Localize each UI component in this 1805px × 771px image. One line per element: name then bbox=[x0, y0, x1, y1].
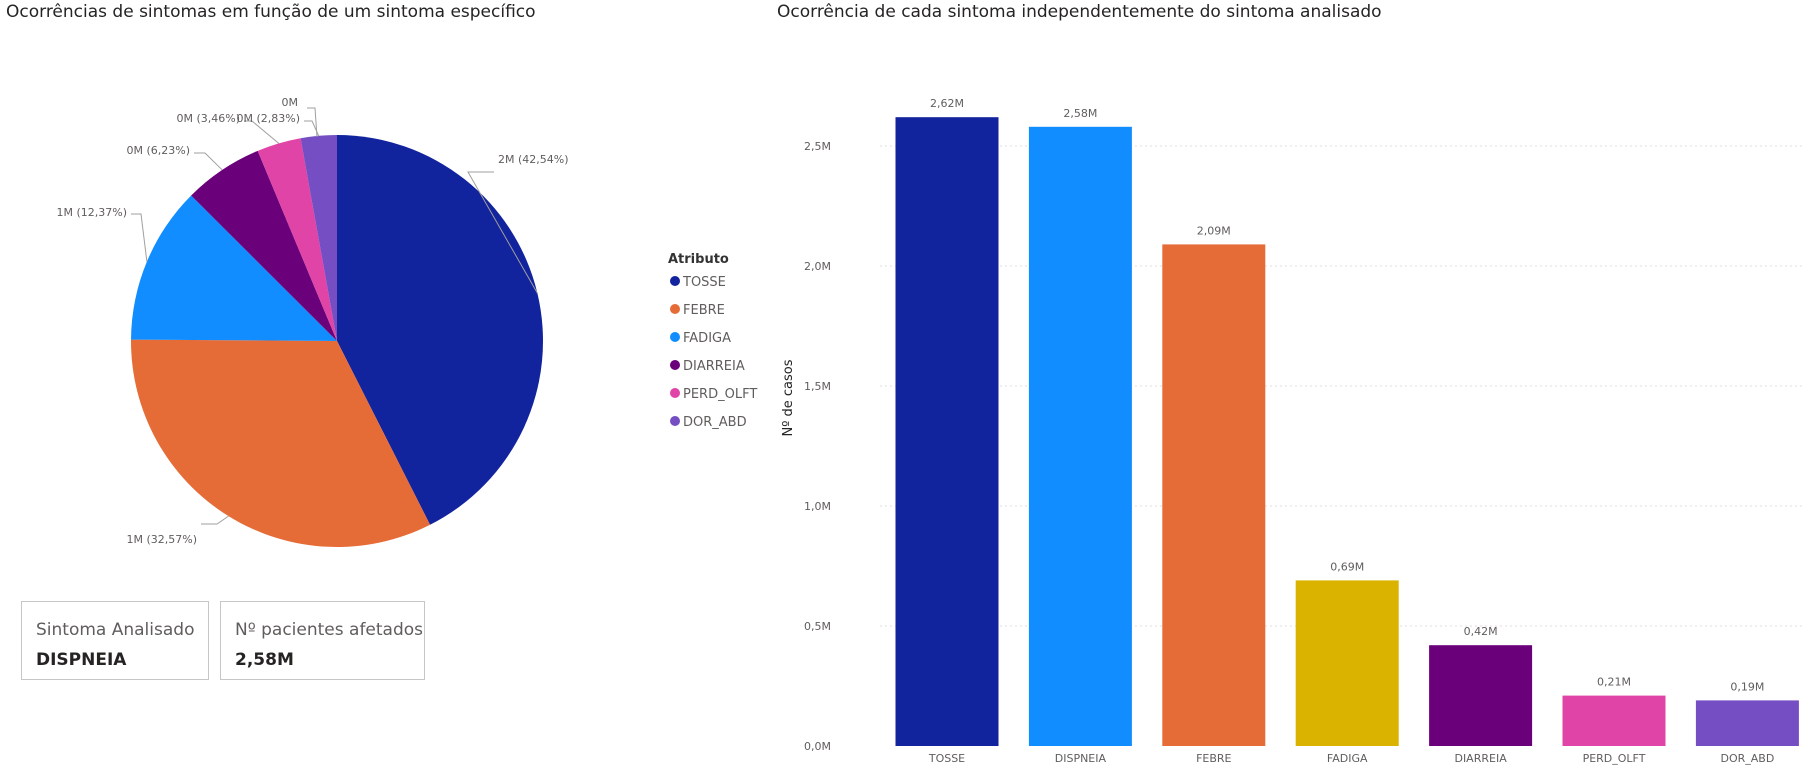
y-tick-label: 0,0M bbox=[804, 740, 831, 753]
y-tick-label: 1,0M bbox=[804, 500, 831, 513]
x-tick-label: PERD_OLFT bbox=[1583, 752, 1646, 765]
pie-slice-fadiga[interactable] bbox=[131, 195, 337, 341]
analyzed-symptom-card: Sintoma Analisado DISPNEIA bbox=[21, 601, 209, 680]
y-axis-title: Nº de casos bbox=[781, 359, 796, 436]
x-tick-label: DOR_ABD bbox=[1720, 752, 1774, 765]
pie-data-label: 1M (32,57%) bbox=[126, 533, 197, 546]
pie-slice-diarreia[interactable] bbox=[191, 150, 337, 341]
bar-value-label: 2,62M bbox=[930, 97, 964, 110]
pie-leader-line bbox=[467, 171, 538, 294]
pie-data-label: 2M (42,54%) bbox=[498, 153, 569, 166]
x-tick-label: TOSSE bbox=[928, 752, 965, 765]
pie-data-label: 0M (3,46%) bbox=[176, 112, 240, 125]
bar-fadiga[interactable] bbox=[1295, 580, 1399, 746]
legend-marker bbox=[670, 416, 680, 426]
pie-leader-line bbox=[244, 120, 280, 144]
y-tick-label: 2,0M bbox=[804, 260, 831, 273]
x-tick-label: FADIGA bbox=[1327, 752, 1368, 765]
analyzed-symptom-label: Sintoma Analisado bbox=[36, 620, 195, 640]
bar-value-label: 0,42M bbox=[1464, 625, 1498, 638]
bar-chart-title: Ocorrência de cada sintoma independentem… bbox=[777, 2, 1382, 22]
pie-data-label: 0M (6,23%) bbox=[126, 144, 190, 157]
pie-slice-dor_abd[interactable] bbox=[300, 135, 337, 341]
legend-item-diarreia[interactable]: DIARREIA bbox=[683, 359, 745, 374]
pie-leader-line bbox=[307, 107, 318, 138]
bar-febre[interactable] bbox=[1162, 244, 1266, 746]
bar-dispneia[interactable] bbox=[1028, 126, 1132, 747]
analyzed-symptom-value: DISPNEIA bbox=[36, 650, 127, 670]
bar-diarreia[interactable] bbox=[1429, 645, 1533, 746]
legend-marker bbox=[670, 332, 680, 342]
bar-value-label: 0,21M bbox=[1597, 676, 1631, 689]
legend-item-perd_olft[interactable]: PERD_OLFT bbox=[683, 387, 757, 402]
legend-marker bbox=[670, 304, 680, 314]
pie-slice-febre[interactable] bbox=[131, 339, 431, 548]
legend-item-tosse[interactable]: TOSSE bbox=[682, 275, 726, 290]
pie-slice-perd_olft[interactable] bbox=[257, 138, 337, 341]
pie-leader-line bbox=[201, 515, 229, 525]
legend-marker bbox=[670, 360, 680, 370]
bar-value-label: 2,09M bbox=[1197, 224, 1231, 237]
legend-item-febre[interactable]: FEBRE bbox=[683, 303, 725, 318]
affected-patients-card: Nº pacientes afetados 2,58M bbox=[220, 601, 425, 680]
legend-item-dor_abd[interactable]: DOR_ABD bbox=[683, 415, 747, 430]
legend-marker bbox=[670, 276, 680, 286]
pie-slice-tosse[interactable] bbox=[337, 135, 543, 525]
affected-patients-label: Nº pacientes afetados bbox=[235, 620, 424, 640]
pie-data-label: 0M (2,83%) bbox=[236, 112, 300, 125]
bar-tosse[interactable] bbox=[895, 117, 999, 746]
y-tick-label: 1,5M bbox=[804, 380, 831, 393]
bar-value-label: 0,69M bbox=[1330, 560, 1364, 573]
legend-title: Atributo bbox=[668, 252, 729, 267]
x-tick-label: FEBRE bbox=[1196, 752, 1231, 765]
affected-patients-value: 2,58M bbox=[235, 650, 294, 670]
legend-item-fadiga[interactable]: FADIGA bbox=[683, 331, 731, 346]
bar-value-label: 2,58M bbox=[1063, 107, 1097, 120]
pie-data-label: 0M bbox=[282, 96, 299, 109]
pie-leader-line bbox=[131, 213, 148, 262]
pie-leader-line bbox=[194, 152, 223, 171]
y-tick-label: 2,5M bbox=[804, 140, 831, 153]
legend-marker bbox=[670, 388, 680, 398]
bar-dor_abd[interactable] bbox=[1695, 700, 1799, 746]
x-tick-label: DISPNEIA bbox=[1055, 752, 1107, 765]
x-tick-label: DIARREIA bbox=[1454, 752, 1507, 765]
pie-data-label: 1M (12,37%) bbox=[56, 206, 127, 219]
pie-chart-title: Ocorrências de sintomas em função de um … bbox=[6, 2, 536, 22]
y-tick-label: 0,5M bbox=[804, 620, 831, 633]
bar-perd_olft[interactable] bbox=[1562, 695, 1666, 746]
bar-value-label: 0,19M bbox=[1730, 680, 1764, 693]
